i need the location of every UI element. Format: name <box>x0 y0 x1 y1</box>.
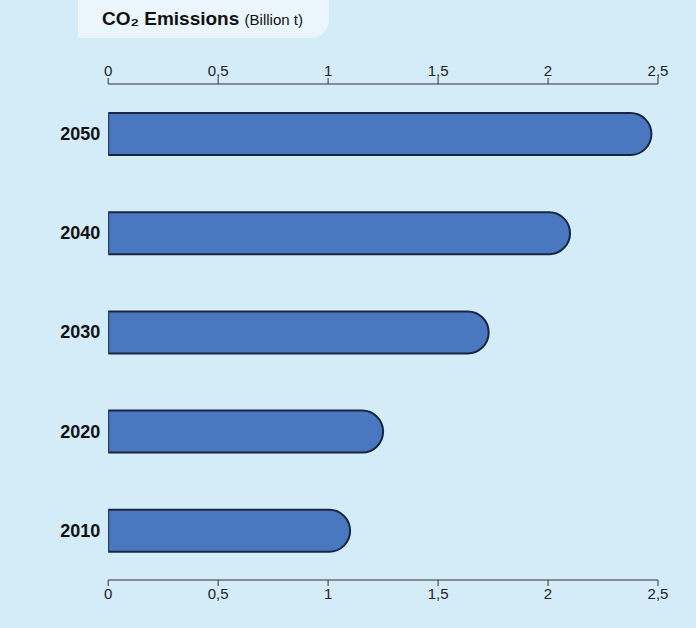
svg-text:2010: 2010 <box>60 521 100 541</box>
svg-text:0: 0 <box>104 62 112 79</box>
svg-text:1: 1 <box>324 585 332 602</box>
svg-text:2: 2 <box>544 62 552 79</box>
svg-text:2020: 2020 <box>60 422 100 442</box>
svg-text:2,5: 2,5 <box>648 585 669 602</box>
svg-text:1: 1 <box>324 62 332 79</box>
svg-text:2040: 2040 <box>60 223 100 243</box>
html-text:CO₂ Emissions(Billion t): CO₂ Emissions(Billion t) <box>102 8 303 29</box>
svg-text:0,5: 0,5 <box>208 585 229 602</box>
svg-text:2030: 2030 <box>60 322 100 342</box>
svg-text:2: 2 <box>544 585 552 602</box>
svg-text:0: 0 <box>104 585 112 602</box>
svg-text:2050: 2050 <box>60 124 100 144</box>
svg-text:0,5: 0,5 <box>208 62 229 79</box>
svg-text:1,5: 1,5 <box>428 585 449 602</box>
svg-text:1,5: 1,5 <box>428 62 449 79</box>
svg-text:2,5: 2,5 <box>648 62 669 79</box>
